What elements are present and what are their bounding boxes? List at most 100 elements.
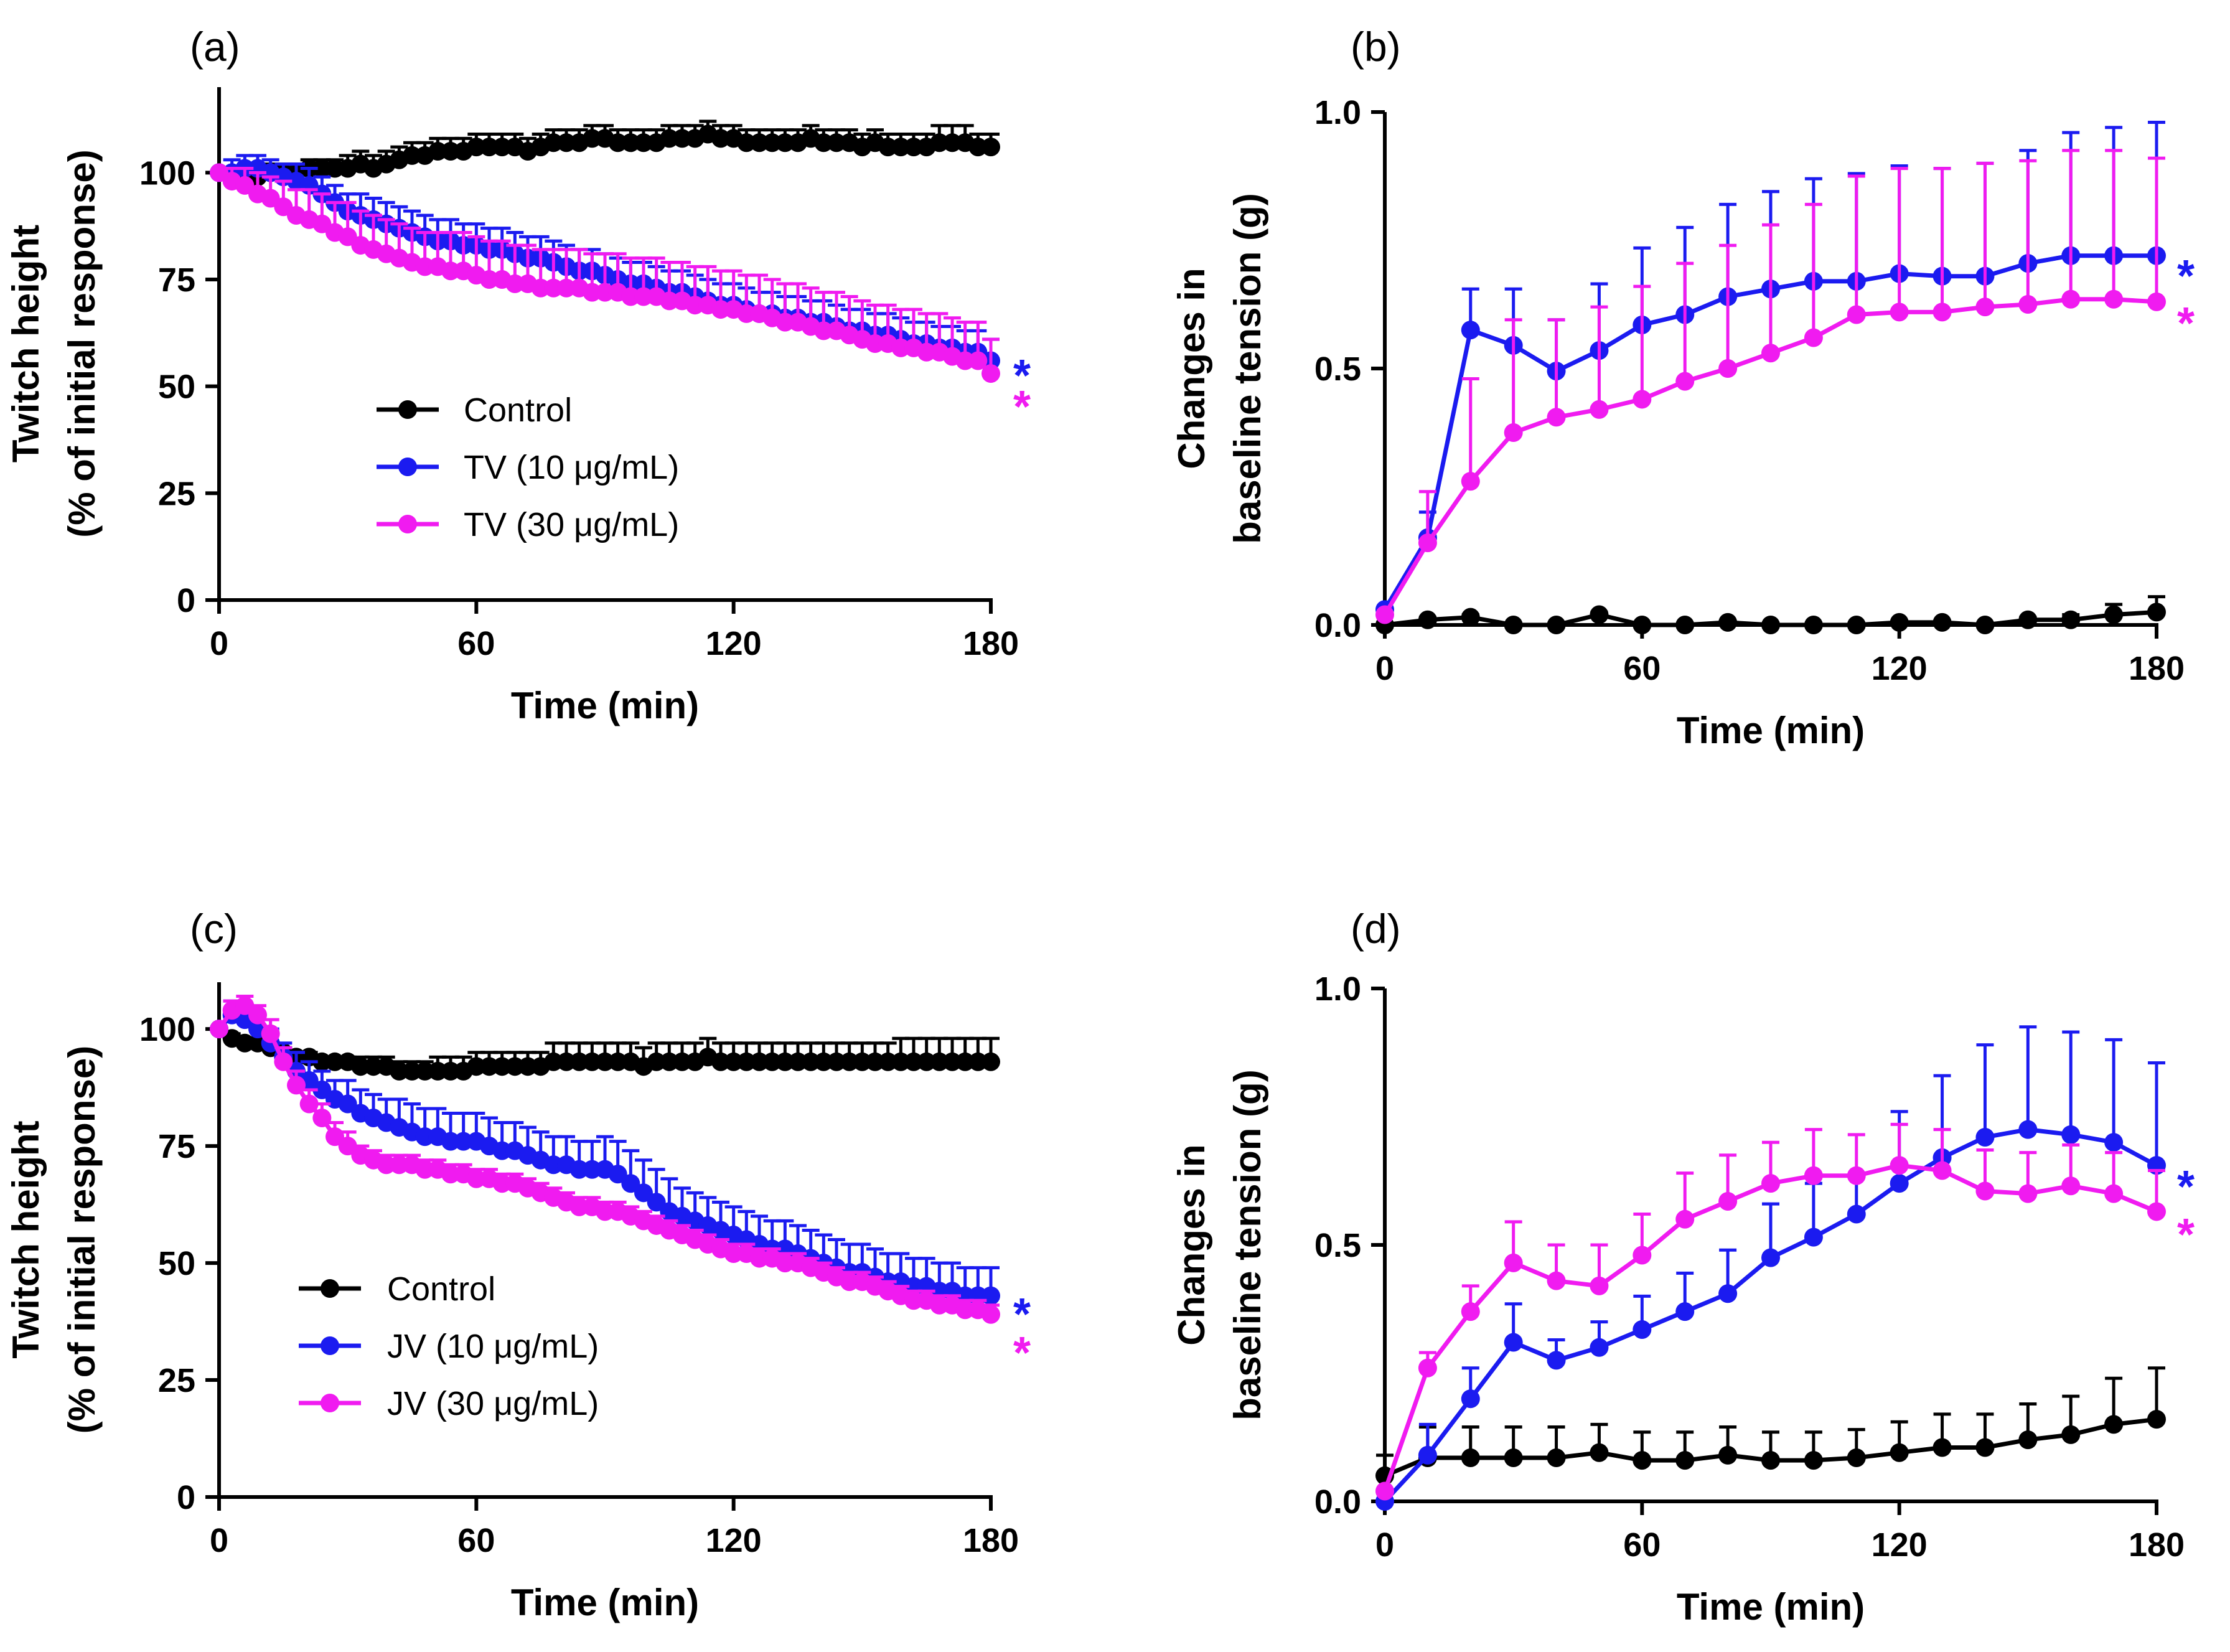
- legend-label: Control: [387, 1270, 495, 1308]
- data-point: [312, 159, 332, 178]
- data-point: [1675, 1451, 1695, 1470]
- data-point: [634, 287, 653, 306]
- y-tick-label: 75: [158, 261, 195, 299]
- data-point: [891, 138, 911, 157]
- data-point: [711, 129, 730, 148]
- data-point: [968, 1052, 988, 1071]
- data-point: [866, 334, 884, 353]
- data-point: [505, 274, 525, 293]
- significance-star: *: [1013, 351, 1031, 401]
- legend: Control JV (10 μg/mL) JV (30 μg/mL): [299, 1270, 599, 1422]
- data-point: [235, 1033, 255, 1053]
- x-tick-label: 180: [963, 625, 1019, 662]
- data-point: [2018, 1184, 2038, 1203]
- data-point: [492, 1174, 512, 1193]
- data-point: [1590, 400, 1609, 419]
- data-point: [1804, 1451, 1823, 1470]
- data-point: [1933, 612, 1952, 632]
- data-point: [544, 1155, 563, 1175]
- y-tick-label: 100: [139, 1011, 195, 1048]
- data-point: [2061, 610, 2081, 629]
- y-tick-label: 25: [158, 1362, 195, 1399]
- data-point: [968, 138, 988, 157]
- data-point: [1975, 1127, 1995, 1147]
- data-point: [1504, 423, 1523, 442]
- data-point: [853, 1052, 872, 1071]
- data-point: [750, 1249, 769, 1268]
- data-point: [1847, 1166, 1866, 1185]
- y-tick-label: 75: [158, 1128, 195, 1165]
- data-point: [1461, 608, 1480, 627]
- data-point: [2018, 1430, 2038, 1450]
- data-point: [403, 1061, 421, 1081]
- data-point: [1675, 616, 1695, 634]
- data-point: [775, 1254, 795, 1273]
- data-point: [981, 364, 1000, 383]
- data-point: [1975, 298, 1995, 317]
- data-point: [480, 270, 499, 289]
- data-point: [1847, 616, 1866, 634]
- y-axis-title-line: (% of initial response): [61, 1046, 103, 1434]
- y-tick-label: 0: [177, 582, 195, 619]
- data-point: [2147, 1202, 2166, 1221]
- series-0: [1375, 595, 2166, 634]
- data-point: [1675, 1302, 1695, 1321]
- data-point: [762, 1052, 782, 1071]
- data-point: [1975, 1438, 1995, 1457]
- data-point: [1633, 616, 1652, 634]
- y-tick-label: 0: [177, 1479, 195, 1516]
- data-point: [724, 1244, 743, 1264]
- data-point: [2104, 605, 2124, 624]
- series-2: [1375, 1122, 2166, 1501]
- data-point: [1933, 303, 1952, 322]
- data-point: [1890, 1174, 1909, 1193]
- data-point: [557, 133, 576, 153]
- data-point: [287, 1076, 306, 1095]
- data-point: [1504, 616, 1523, 634]
- data-point: [583, 1052, 602, 1071]
- data-point: [2018, 295, 2038, 314]
- y-axis-title-line: Twitch height: [5, 225, 47, 462]
- data-point: [660, 129, 679, 148]
- y-tick-label: 0.0: [1314, 1483, 1361, 1521]
- data-point: [2104, 1133, 2124, 1152]
- data-point: [415, 1160, 434, 1179]
- x-axis-title: Time (min): [1677, 1586, 1865, 1628]
- panel-c: (c) 0 25 50 75 100 0 60 120 180 Time (min) Twitch h…: [5, 906, 1031, 1623]
- series-2: [1375, 149, 2166, 624]
- data-point: [454, 1132, 473, 1151]
- data-point: [801, 1052, 820, 1071]
- data-point: [1847, 305, 1866, 324]
- panel-a: (a) 0 25 50 75 100 0 60 120 180 Time (min) Twitch h…: [5, 24, 1031, 726]
- data-point: [943, 1052, 962, 1071]
- data-point: [428, 142, 447, 161]
- data-point: [1761, 344, 1780, 363]
- data-point: [1890, 612, 1909, 632]
- data-point: [2061, 1176, 2081, 1196]
- data-point: [930, 1052, 949, 1071]
- data-point: [1847, 1448, 1866, 1467]
- data-point: [2061, 1125, 2081, 1144]
- legend-marker: [398, 400, 417, 419]
- data-point: [261, 1024, 280, 1043]
- data-point: [621, 287, 640, 306]
- data-point: [557, 278, 576, 298]
- data-point: [660, 1052, 679, 1071]
- data-point: [1804, 1166, 1823, 1185]
- data-point: [480, 1057, 499, 1076]
- data-point: [750, 133, 769, 153]
- data-point: [351, 1057, 370, 1076]
- data-point: [2061, 289, 2081, 309]
- x-tick-label: 180: [2129, 650, 2185, 687]
- data-point: [1504, 1253, 1523, 1272]
- data-point: [1933, 1438, 1952, 1457]
- data-point: [955, 351, 975, 370]
- data-point: [467, 1057, 486, 1076]
- data-point: [917, 342, 936, 362]
- y-tick-label: 100: [139, 154, 195, 192]
- data-point: [1590, 1276, 1609, 1295]
- x-axis-title: Time (min): [511, 685, 699, 726]
- legend-marker: [398, 458, 417, 476]
- y-axis-title-line: (% of initial response): [61, 149, 103, 537]
- data-point: [685, 296, 705, 315]
